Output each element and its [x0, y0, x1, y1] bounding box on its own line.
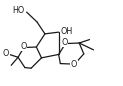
Text: O: O: [71, 60, 77, 69]
Text: O: O: [3, 49, 9, 58]
Text: O: O: [20, 42, 26, 51]
Text: OH: OH: [60, 27, 73, 36]
Text: HO: HO: [13, 6, 25, 15]
Text: O: O: [61, 38, 68, 47]
